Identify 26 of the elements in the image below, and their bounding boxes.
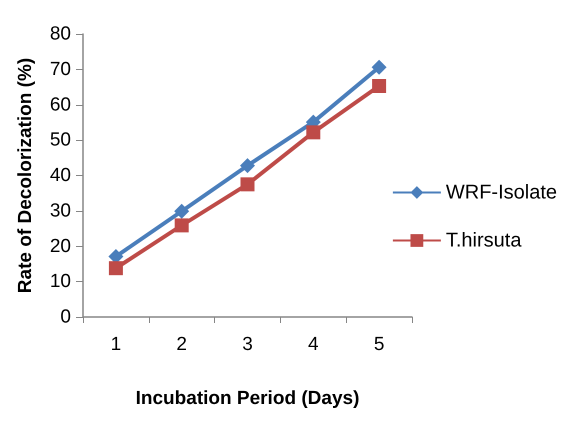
x-axis-title: Incubation Period (Days) [136, 388, 360, 409]
point [108, 261, 123, 276]
y-tick-label: 20 [50, 236, 71, 257]
point [174, 204, 190, 219]
legend-label: WRF-Isolate [446, 182, 557, 204]
x-tick-label: 5 [374, 334, 384, 355]
point [240, 177, 254, 192]
y-tick-label: 40 [50, 165, 71, 186]
y-axis-title: Rate of Decolorization (%) [15, 58, 36, 294]
x-tick-label: 1 [110, 334, 122, 355]
y-tick-label: 10 [50, 271, 71, 292]
y-tick-label: 70 [50, 58, 71, 80]
point [306, 125, 320, 140]
point [240, 158, 255, 174]
y-tick-label: 60 [50, 94, 71, 116]
x-tick-label: 2 [176, 334, 187, 355]
point [372, 60, 387, 75]
x-tick-label: 4 [308, 334, 320, 355]
y-tick-label: 30 [50, 200, 71, 222]
y-tick-label: 0 [60, 306, 71, 328]
point [174, 218, 189, 232]
y-tick-label: 50 [50, 130, 71, 151]
point [372, 79, 386, 93]
y-tick-label: 80 [50, 24, 71, 44]
legend-label: T.hirsuta [446, 230, 522, 252]
x-tick-label: 3 [242, 334, 253, 355]
